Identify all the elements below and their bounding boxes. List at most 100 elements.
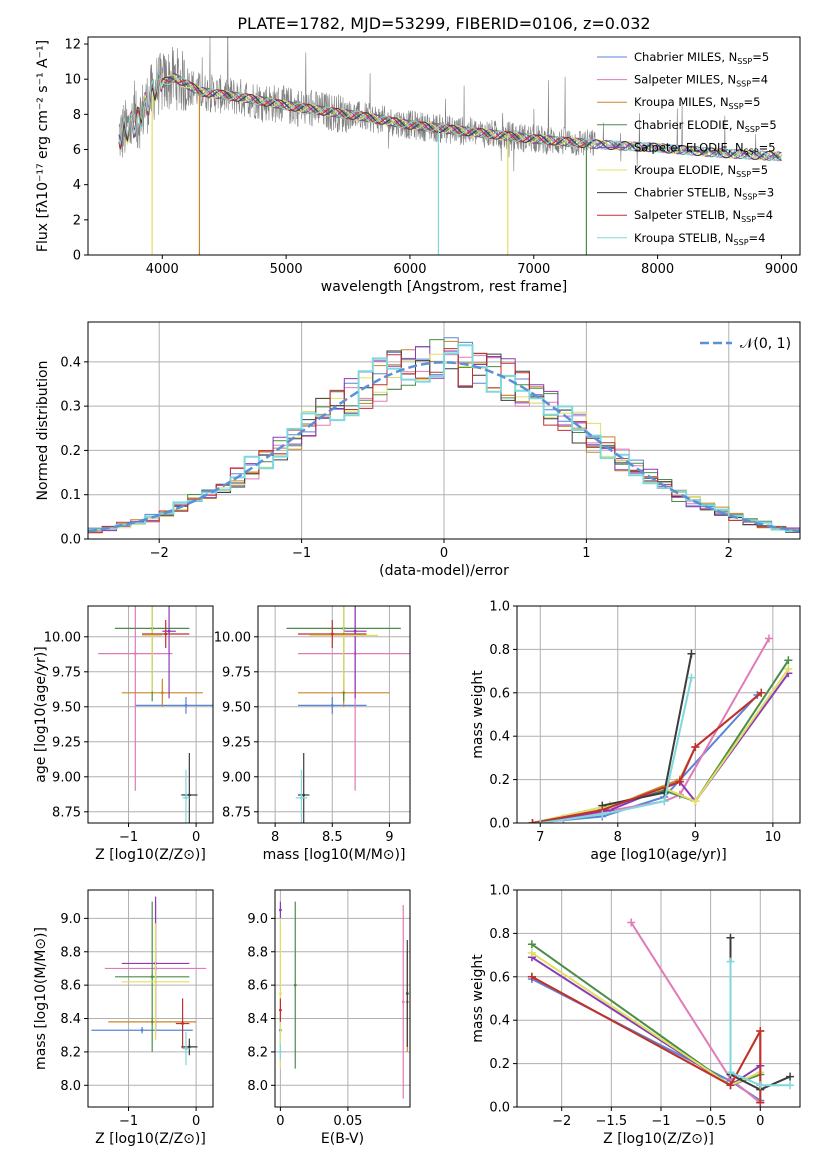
legend-sub: SSP bbox=[745, 125, 760, 134]
legend-label: Chabrier STELIB, NSSP=3 bbox=[634, 186, 774, 202]
axes-frame bbox=[87, 36, 801, 256]
legend-suffix: =5 bbox=[751, 163, 768, 177]
panel-age-vs-mass: 8 8.5 9 8.75 9.00 9.25 9.50 9.75 10.00 mass [log1… bbox=[214, 605, 411, 863]
y-tick-label: 8.6 bbox=[60, 979, 81, 994]
data-point bbox=[187, 793, 191, 797]
data-point bbox=[160, 691, 164, 695]
plot-area bbox=[528, 634, 793, 823]
plus-marker bbox=[691, 797, 700, 806]
axes-frame bbox=[516, 605, 801, 824]
legend-label: Kroupa MILES, NSSP=5 bbox=[634, 95, 760, 111]
panel-massweight-vs-z: −2 −1.5 −1 −0.5 0 0.0 0.2 0.4 0.6 0.8 1.0 Z [log10(… bbox=[470, 884, 801, 1147]
x-tick-label: 9000 bbox=[765, 262, 798, 277]
legend-sub: SSP bbox=[736, 170, 751, 179]
mass-weight-line bbox=[540, 677, 693, 823]
x-tick-label: 7000 bbox=[517, 262, 550, 277]
data-point bbox=[140, 1028, 144, 1032]
plot-area bbox=[527, 918, 795, 1107]
data-point bbox=[330, 704, 334, 707]
x-tick-label: −1 bbox=[292, 546, 311, 561]
y-tick-label: 10.00 bbox=[44, 630, 81, 645]
legend-suffix: =4 bbox=[749, 231, 766, 245]
mass-weight-line bbox=[531, 943, 761, 1087]
legend-sub: SSP bbox=[729, 102, 744, 111]
legend-name: Chabrier MILES, N bbox=[634, 50, 737, 64]
plus-marker bbox=[784, 664, 793, 673]
y-tick-label: 8.75 bbox=[222, 805, 251, 820]
x-tick-label: −2 bbox=[552, 1114, 571, 1129]
plus-marker bbox=[726, 1081, 735, 1090]
plus-marker bbox=[528, 819, 537, 823]
legend-suffix: =5 bbox=[759, 140, 776, 154]
y-tick-label: 9.75 bbox=[222, 665, 251, 680]
mass-weight-line bbox=[532, 672, 790, 823]
plus-marker bbox=[757, 688, 766, 697]
data-point bbox=[279, 1050, 282, 1054]
y-tick-label: 8 bbox=[73, 108, 81, 123]
y-axis-label: mass weight bbox=[470, 954, 486, 1043]
legend-label: Salpeter STELIB, NSSP=4 bbox=[634, 208, 773, 224]
legend-label: Chabrier ELODIE, NSSP=5 bbox=[634, 118, 777, 134]
x-tick-label: 2 bbox=[725, 546, 733, 561]
plus-marker bbox=[627, 918, 636, 927]
axes-frame bbox=[257, 605, 411, 824]
data-point bbox=[150, 975, 154, 979]
legend-sub: SSP bbox=[736, 80, 751, 89]
plus-marker bbox=[660, 797, 669, 806]
y-axis-label: mass [log10(M/M⊙)] bbox=[33, 927, 49, 1070]
y-axis-label: Flux [fλ10⁻¹⁷ erg cm⁻² s⁻¹ A⁻¹] bbox=[35, 40, 51, 252]
y-tick-label: 10 bbox=[64, 73, 81, 88]
legend-label: Salpeter ELODIE, NSSP=5 bbox=[634, 140, 776, 156]
y-tick-label: 4 bbox=[73, 178, 81, 193]
y-tick-label: 9.00 bbox=[52, 770, 81, 785]
legend-suffix: =3 bbox=[757, 186, 774, 200]
data-point bbox=[300, 796, 303, 800]
y-tick-label: 9.25 bbox=[222, 735, 251, 750]
y-tick-label: 1.0 bbox=[489, 884, 510, 899]
y-tick-label: 0.6 bbox=[489, 686, 510, 701]
x-tick-label: 0 bbox=[440, 546, 448, 561]
plot-area bbox=[286, 606, 410, 823]
plus-marker bbox=[598, 810, 607, 819]
normal-curve bbox=[88, 361, 800, 533]
panel-age-vs-z: −1 0 8.75 9.00 9.25 9.50 9.75 10.00 Z [log10(Z/Z… bbox=[33, 605, 214, 863]
legend-suffix: =5 bbox=[760, 118, 777, 132]
x-tick-label: 8 bbox=[271, 830, 279, 845]
y-tick-label: 8.0 bbox=[247, 1079, 268, 1094]
plus-marker bbox=[527, 940, 536, 949]
data-point bbox=[184, 796, 188, 800]
y-tick-label: 8.2 bbox=[60, 1045, 81, 1060]
data-point bbox=[302, 793, 306, 797]
y-tick-label: 8.75 bbox=[52, 805, 81, 820]
legend-sub: SSP bbox=[744, 147, 759, 156]
plot-area bbox=[98, 606, 213, 823]
data-point bbox=[279, 908, 282, 912]
legend-label: Salpeter MILES, NSSP=4 bbox=[634, 73, 768, 89]
plus-marker bbox=[764, 634, 773, 643]
plot-area bbox=[88, 337, 800, 534]
panel-massweight-vs-age: 7 8 9 10 0.0 0.2 0.4 0.6 0.8 1.0 age [log10(age/yr… bbox=[470, 600, 801, 863]
y-tick-label: 0.4 bbox=[60, 355, 81, 370]
plot-area bbox=[279, 901, 409, 1099]
x-axis-label: E(B-V) bbox=[321, 1131, 364, 1147]
panel-spectrum: 4000 5000 6000 7000 8000 9000 0 2 4 6 8 10 12 wavelen… bbox=[35, 14, 801, 295]
data-point bbox=[187, 1045, 191, 1049]
legend-name: Salpeter STELIB, N bbox=[634, 208, 741, 222]
model-spectrum-9 bbox=[118, 69, 782, 162]
plus-marker bbox=[756, 1027, 765, 1036]
data-point bbox=[279, 1008, 282, 1012]
plus-marker bbox=[726, 957, 735, 966]
plus-marker bbox=[691, 743, 700, 752]
plus-marker bbox=[726, 933, 735, 942]
y-tick-label: 0.0 bbox=[489, 817, 510, 832]
plus-marker bbox=[726, 1068, 735, 1077]
x-tick-label: 5000 bbox=[270, 262, 303, 277]
data-point bbox=[401, 1000, 405, 1004]
y-tick-label: 8.8 bbox=[247, 945, 268, 960]
y-tick-label: 8.2 bbox=[247, 1045, 268, 1060]
x-tick-label: 4000 bbox=[146, 262, 179, 277]
y-tick-label: 9.50 bbox=[222, 700, 251, 715]
y-tick-label: 8.4 bbox=[60, 1012, 81, 1027]
